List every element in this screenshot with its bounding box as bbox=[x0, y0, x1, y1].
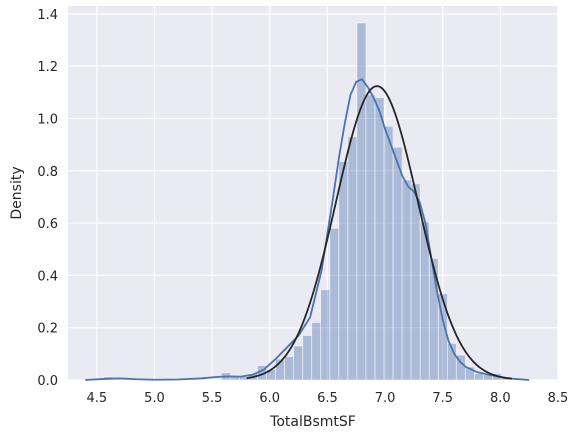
histogram-bar-22 bbox=[410, 183, 421, 381]
histogram-bar-12 bbox=[320, 289, 331, 381]
y-tick-label-3: 0.6 bbox=[37, 217, 58, 232]
histogram-bars bbox=[103, 22, 511, 381]
x-tick-label-3: 6.0 bbox=[259, 391, 280, 406]
y-tick-labels: 0.0 0.2 0.4 0.6 0.8 1.0 1.2 1.4 bbox=[37, 8, 58, 389]
x-tick-label-4: 6.5 bbox=[317, 391, 338, 406]
y-tick-label-2: 0.4 bbox=[37, 269, 58, 284]
x-tick-label-8: 8.5 bbox=[548, 391, 569, 406]
x-tick-label-2: 5.5 bbox=[202, 391, 223, 406]
histogram-bar-9 bbox=[293, 345, 304, 381]
normal-fit-curve bbox=[246, 85, 512, 380]
histogram-bar-15 bbox=[347, 136, 358, 381]
y-tick-label-1: 0.2 bbox=[37, 322, 58, 337]
x-tick-labels: 4.5 5.0 5.5 6.0 6.5 7.0 7.5 8.0 8.5 bbox=[86, 391, 568, 406]
y-tick-label-6: 1.2 bbox=[37, 60, 58, 75]
histogram-bar-20 bbox=[392, 146, 403, 381]
x-tick-label-7: 8.0 bbox=[490, 391, 511, 406]
plot-area-background bbox=[68, 6, 558, 380]
y-axis-label: Density bbox=[9, 166, 25, 219]
x-tick-label-1: 5.0 bbox=[144, 391, 165, 406]
histogram-bar-19 bbox=[383, 125, 394, 381]
histogram-bar-17 bbox=[365, 94, 376, 381]
y-tick-label-0: 0.0 bbox=[37, 374, 58, 389]
histogram-bar-18 bbox=[374, 97, 385, 381]
y-tick-label-7: 1.4 bbox=[37, 8, 58, 23]
histogram-bar-11 bbox=[311, 322, 322, 381]
histogram-bar-13 bbox=[329, 227, 340, 381]
x-tick-label-0: 4.5 bbox=[86, 391, 107, 406]
x-tick-label-6: 7.5 bbox=[432, 391, 453, 406]
kde-curve bbox=[85, 78, 530, 381]
histogram-bar-16 bbox=[356, 22, 367, 381]
histogram-bar-21 bbox=[401, 179, 412, 381]
histogram-bar-14 bbox=[338, 161, 349, 381]
x-tick-label-5: 7.0 bbox=[375, 391, 396, 406]
y-tick-label-4: 0.8 bbox=[37, 165, 58, 180]
histogram-bar-10 bbox=[302, 335, 313, 381]
histogram-bar-8 bbox=[284, 356, 295, 381]
y-tick-label-5: 1.0 bbox=[37, 112, 58, 127]
x-axis-label: TotalBsmtSF bbox=[269, 414, 356, 430]
histogram-bar-29 bbox=[474, 373, 484, 381]
